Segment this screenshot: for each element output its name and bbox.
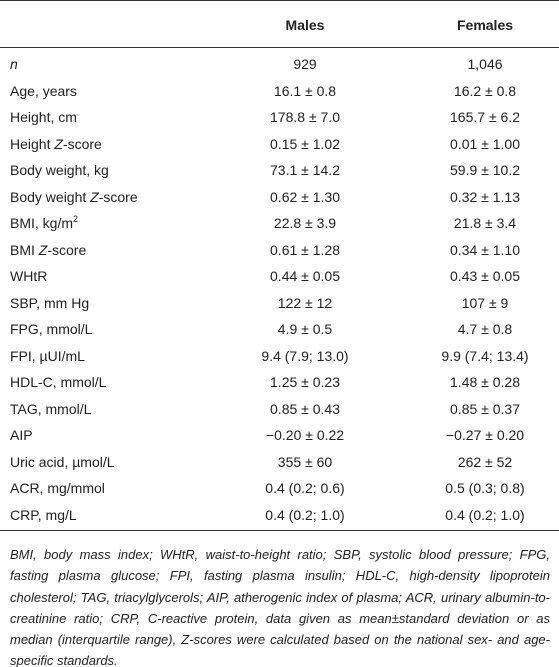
cell-value: 0.32 ± 1.13 (450, 188, 520, 205)
cell-value: 1.48 ± 0.28 (450, 374, 520, 390)
cell-value: 16.1 ± 0.8 (273, 82, 337, 99)
row-label: Age, years (10, 82, 77, 100)
label-part: FPG, mmol/L (10, 321, 93, 337)
cell-value: 1.25 ± 0.23 (270, 374, 340, 390)
cell-value: 59.9 ± 10.2 (450, 162, 520, 178)
label-part: n (10, 56, 18, 72)
label-part: Z (38, 241, 48, 258)
cell-value: 22.8 ± 3.9 (273, 215, 337, 231)
row-label: TAG, mmol/L (10, 400, 91, 418)
cell-value: 0.4 (0.2; 1.0) (265, 506, 345, 523)
label-part: 2 (73, 214, 79, 224)
cell-value: 0.15 ± 1.02 (270, 135, 340, 152)
header-rule (0, 47, 559, 48)
cell-value: 0.4 (0.2; 1.0) (445, 506, 525, 523)
row-label: Body weight Z-score (10, 188, 138, 206)
column-header: Males (285, 17, 325, 33)
row-label: CRP, mg/L (10, 506, 77, 524)
cell-value: 165.7 ± 6.2 (450, 109, 520, 125)
cell-value: −0.20 ± 0.22 (265, 427, 345, 443)
label-part: Z (90, 188, 99, 205)
cell-value: 178.8 ± 7.0 (270, 109, 340, 125)
cell-value: 9.4 (7.9; 13.0) (261, 347, 349, 364)
column-header: Females (456, 17, 514, 33)
label-part: HDL-C, mmol/L (10, 374, 107, 390)
row-label: Height Z-score (10, 135, 102, 153)
row-label: WHtR (10, 267, 47, 285)
label-part: -score (47, 241, 87, 258)
label-part: TAG, mmol/L (10, 400, 92, 417)
cell-value: 73.1 ± 14.2 (270, 162, 340, 178)
label-part: Uric acid, µmol/L (10, 453, 115, 470)
row-label: SBP, mm Hg (10, 294, 89, 312)
label-part: -score (98, 188, 138, 205)
label-part: -score (62, 135, 102, 152)
row-label: HDL-C, mmol/L (10, 373, 106, 391)
cell-value: 4.9 ± 0.5 (277, 321, 333, 337)
row-label: FPG, mmol/L (10, 320, 92, 338)
footnote: BMI, body mass index; WHtR, waist-to-hei… (10, 547, 550, 667)
cell-value: 9.9 (7.4; 13.4) (441, 347, 529, 364)
cell-value: 262 ± 52 (457, 453, 513, 470)
label-part: BMI (10, 241, 39, 258)
cell-value: 0.62 ± 1.30 (270, 188, 340, 205)
row-label: Uric acid, µmol/L (10, 453, 115, 471)
cell-value: 16.2 ± 0.8 (453, 82, 517, 99)
row-label: BMI, kg/m2 (10, 214, 78, 232)
cell-value: 0.44 ± 0.05 (270, 268, 340, 284)
label-part: WHtR (10, 268, 48, 284)
cell-value: 929 (293, 56, 317, 72)
label-part: Height, cm (10, 109, 77, 125)
cell-value: 122 ± 12 (277, 294, 333, 311)
cell-value: 0.34 ± 1.10 (450, 241, 520, 258)
row-label: Body weight, kg (10, 161, 109, 179)
label-part: CRP, mg/L (10, 506, 77, 523)
cell-value: −0.27 ± 0.20 (445, 427, 525, 443)
cell-value: 1,046 (467, 56, 503, 72)
label-part: Body weight, kg (10, 162, 109, 178)
cell-value: 0.85 ± 0.43 (270, 400, 340, 417)
row-label: BMI Z-score (10, 241, 86, 259)
cell-value: 0.85 ± 0.37 (450, 400, 520, 417)
label-part: Z (54, 135, 63, 152)
cell-value: 4.7 ± 0.8 (457, 321, 513, 337)
row-label: FPI, µUI/mL (10, 347, 85, 365)
label-part: BMI, kg/m (10, 215, 74, 231)
label-part: AIP (10, 427, 33, 443)
label-part: Height (10, 135, 55, 152)
row-label: n (10, 55, 18, 73)
cell-value: 107 ± 9 (461, 294, 509, 311)
cell-value: 0.61 ± 1.28 (270, 241, 340, 258)
label-part: ACR, mg/mmol (10, 480, 105, 496)
label-part: SBP, mm Hg (10, 294, 90, 311)
label-part: Body weight (10, 188, 91, 205)
cell-value: 0.5 (0.3; 0.8) (445, 480, 525, 496)
row-label: AIP (10, 426, 33, 444)
cell-value: 0.43 ± 0.05 (450, 268, 520, 284)
cell-value: 355 ± 60 (277, 453, 333, 470)
row-label: ACR, mg/mmol (10, 479, 105, 497)
label-part: FPI, µUI/mL (10, 347, 85, 364)
cell-value: 0.4 (0.2; 0.6) (265, 480, 345, 496)
bottom-rule (0, 530, 559, 531)
cell-value: 0.01 ± 1.00 (450, 135, 520, 152)
top-rule (0, 0, 559, 1)
label-part: Age, years (10, 82, 77, 99)
row-label: Height, cm (10, 108, 77, 126)
cell-value: 21.8 ± 3.4 (453, 215, 517, 231)
